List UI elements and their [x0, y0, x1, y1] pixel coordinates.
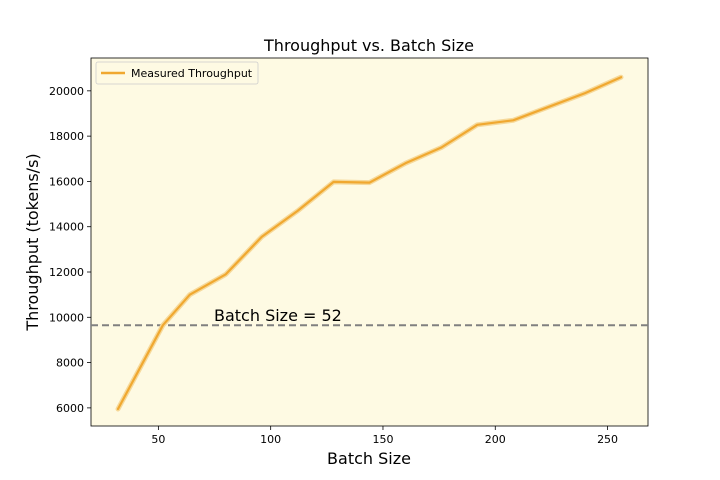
y-tick-label: 18000 [49, 130, 84, 143]
chart-title: Throughput vs. Batch Size [263, 36, 474, 55]
legend-label: Measured Throughput [131, 67, 253, 80]
x-tick-label: 50 [151, 433, 165, 446]
y-tick-label: 6000 [56, 402, 84, 415]
y-axis-label: Throughput (tokens/s) [23, 153, 42, 331]
x-tick-label: 150 [372, 433, 393, 446]
x-tick-label: 100 [260, 433, 281, 446]
x-tick-label: 250 [597, 433, 618, 446]
y-axis: 6000 8000 10000 12000 14000 16000 18000 20000 [49, 85, 91, 415]
y-tick-label: 10000 [49, 311, 84, 324]
x-axis-label: Batch Size [327, 449, 411, 468]
x-axis: 50 100 150 200 250 [151, 426, 618, 446]
legend: Measured Throughput [95, 61, 259, 85]
legend-box [95, 61, 259, 85]
y-tick-label: 14000 [49, 221, 84, 234]
x-tick-label: 200 [485, 433, 506, 446]
reference-annotation: Batch Size = 52 [214, 306, 342, 325]
y-tick-label: 20000 [49, 85, 84, 98]
y-tick-label: 12000 [49, 266, 84, 279]
y-tick-label: 16000 [49, 175, 84, 188]
y-tick-label: 8000 [56, 357, 84, 370]
plot-area [90, 57, 649, 427]
